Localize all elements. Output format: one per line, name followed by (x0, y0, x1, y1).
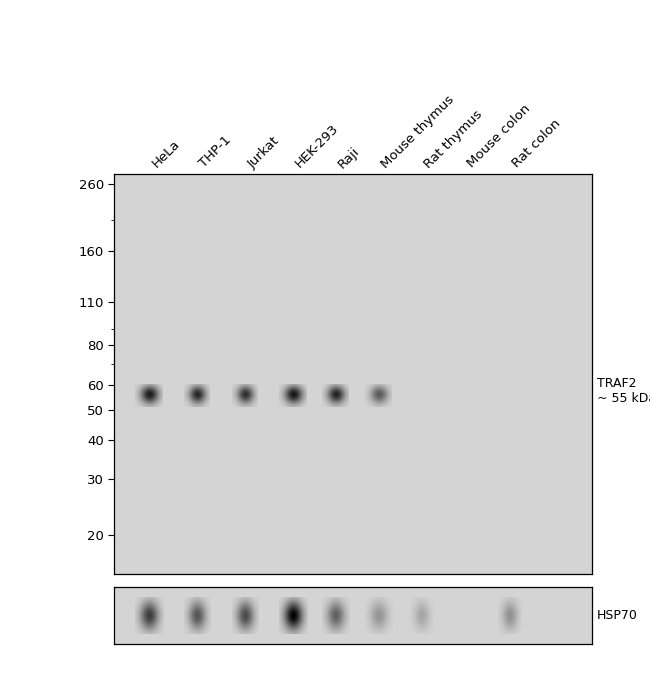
Text: Mouse thymus: Mouse thymus (379, 93, 457, 171)
Text: Mouse colon: Mouse colon (465, 102, 533, 171)
Text: Jurkat: Jurkat (245, 134, 281, 171)
Text: HeLa: HeLa (150, 138, 183, 171)
Text: TRAF2
~ 55 kDa: TRAF2 ~ 55 kDa (597, 377, 650, 405)
Text: THP-1: THP-1 (198, 134, 234, 171)
Text: HSP70: HSP70 (597, 609, 638, 622)
Text: Rat thymus: Rat thymus (422, 107, 485, 171)
Text: Raji: Raji (336, 144, 363, 171)
Text: HEK-293: HEK-293 (293, 122, 341, 171)
Text: Rat colon: Rat colon (510, 117, 564, 171)
